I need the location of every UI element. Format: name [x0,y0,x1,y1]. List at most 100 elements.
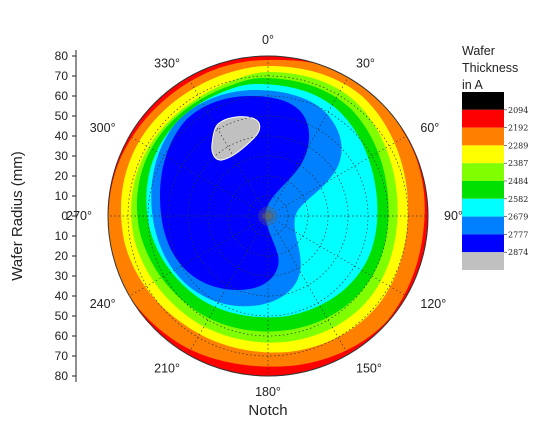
center-spoke-80 [267,214,278,217]
radius-tick-bottom-50: 50 [55,309,69,323]
grid-spoke-210 [187,215,269,355]
center-spoke-200 [264,215,269,226]
legend-level-2094: 2094 [508,106,528,115]
center-spoke-320 [261,208,269,217]
legend-level-2484: 2484 [508,177,528,186]
radius-tick-bottom-10: 10 [55,229,69,243]
radius-tick-top-30: 30 [55,149,69,163]
legend-swatch-4 [462,163,504,181]
radius-tick-bottom-60: 60 [55,329,69,343]
legend-title-line-3: in A [462,78,484,92]
radius-tick-top-40: 40 [55,129,69,143]
legend-swatches: 2094 2192 2289 2387 2484 2582 2679 2777 2874 [462,92,528,270]
angle-label-240: 240° [90,297,116,311]
radius-tick-bottom-80: 80 [55,369,69,383]
contour-zone-2874 [211,116,261,161]
legend-swatch-3 [462,145,504,164]
center-spoke-260 [258,215,269,218]
center-spoke-10 [267,206,270,217]
center-spoke-330 [262,207,269,217]
center-spoke-120 [267,215,277,222]
center-spoke-50 [267,209,276,217]
radius-tick-bottom-20: 20 [55,249,69,263]
legend-swatch-9 [462,252,504,270]
legend-swatch-8 [462,234,504,253]
legend-swatch-5 [462,181,504,199]
center-spoke-130 [267,215,276,223]
legend-level-2582: 2582 [508,195,528,204]
radius-tick-top-60: 60 [55,89,69,103]
angle-labels: 0° 30° 60° 90° 120° 150° 180° 210° 240° 270° 300° 3… [66,33,463,399]
angle-label-120: 120° [420,297,446,311]
radius-tick-top-0: 0 [61,209,68,223]
center-spoke-30 [267,207,274,217]
angle-label-210: 210° [154,361,180,375]
grid-spoke-150 [267,215,349,355]
center-spoke-110 [267,215,278,220]
angle-label-180: 180° [255,385,281,399]
angle-label-150: 150° [356,361,382,375]
angle-label-60: 60° [420,121,439,135]
angle-label-30: 30° [356,57,375,71]
polar-grid [108,56,428,376]
center-spoke-190 [266,215,269,226]
legend-level-2777: 2777 [508,230,528,239]
grid-spoke-30 [267,77,349,217]
legend-title-line-1: Wafer [462,44,495,58]
radius-tick-top-70: 70 [55,69,69,83]
center-spoke-230 [260,215,269,223]
center-spoke-280 [258,214,269,217]
center-spoke-350 [266,206,269,217]
radius-tick-top-80: 80 [55,49,69,63]
grid-spoke-120 [267,215,407,297]
radius-tick-bottom-70: 70 [55,349,69,363]
legend-title-line-2: Thickness [462,61,518,75]
legend-swatch-2 [462,127,504,146]
y-axis-title: Wafer Radius (mm) [9,151,26,280]
angle-label-0: 0° [262,33,274,47]
center-spoke-150 [267,215,274,225]
center-spoke-340 [264,206,269,217]
radius-tick-top-10: 10 [55,189,69,203]
angle-label-270: 270° [66,209,92,223]
center-spoke-250 [258,215,269,220]
plot-area [108,56,428,376]
legend-swatch-6 [462,198,504,217]
grid-spoke-60 [267,135,407,217]
legend-swatch-0 [462,92,504,110]
legend: Wafer Thickness in A 2094 2192 2289 2387 248… [462,44,528,270]
radius-axis-ticks: 80 70 60 50 40 30 20 10 0 10 20 30 40 50 60 70 80 [55,49,76,383]
angle-label-300: 300° [90,121,116,135]
legend-level-2192: 2192 [508,124,528,133]
center-spoke-100 [267,215,278,218]
angle-label-90: 90° [444,209,463,223]
radius-tick-bottom-30: 30 [55,269,69,283]
legend-level-2679: 2679 [508,213,528,222]
center-spoke-140 [267,215,275,224]
center-spoke-240 [259,215,269,222]
center-spoke-70 [267,212,278,217]
legend-level-2387: 2387 [508,159,528,168]
grid-spoke-330 [187,77,269,217]
radius-tick-bottom-40: 40 [55,289,69,303]
center-spoke-40 [267,208,275,217]
center-spoke-220 [261,215,269,224]
radius-tick-top-20: 20 [55,169,69,183]
legend-swatch-7 [462,216,504,235]
legend-swatch-1 [462,109,504,128]
contour-zone-2777 [160,96,310,290]
center-spoke-160 [267,215,272,226]
center-spoke-20 [267,206,272,217]
center-spoke-310 [260,209,269,217]
plot-boundary [107,55,429,377]
center-spoke-290 [258,212,269,217]
grid-spoke-240 [129,215,269,297]
x-axis-title: Notch [248,402,287,419]
legend-level-2289: 2289 [508,141,528,150]
center-spoke-60 [267,210,277,217]
grid-spoke-300 [129,135,269,217]
legend-level-2874: 2874 [508,248,528,257]
center-spoke-170 [267,215,270,226]
center-spoke-300 [259,210,269,217]
